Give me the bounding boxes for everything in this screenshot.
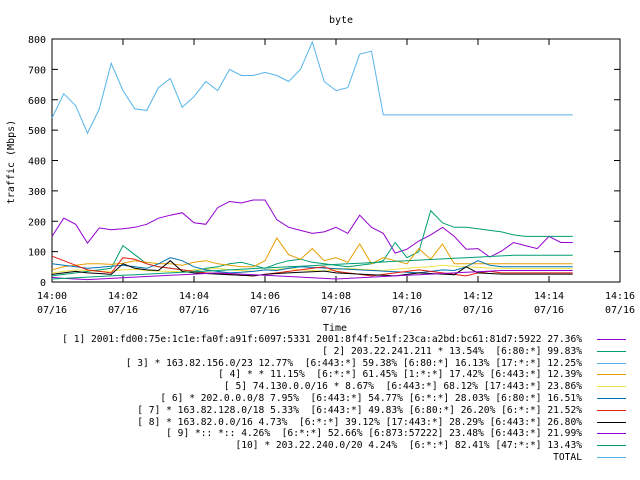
y-tick-label: 800 <box>28 35 46 46</box>
legend-label: [ 6] * 202.0.0.0/8 7.95% [6:443:*] 54.77… <box>160 393 582 404</box>
x-tick-time: 14:00 <box>37 291 67 302</box>
legend-item: TOTAL <box>0 452 640 463</box>
y-tick-label: 700 <box>28 65 46 76</box>
legend-swatch <box>597 421 626 423</box>
x-tick-time: 14:16 <box>605 291 635 302</box>
legend-label: [10] * 203.22.240.0/20 4.24% [6:*:*] 82.… <box>235 440 582 452</box>
series-line-8 <box>51 260 573 277</box>
series-line-2 <box>51 209 573 277</box>
y-axis: 0 100 200 300 400 500 600 700 800 <box>28 35 620 289</box>
x-tick-time: 14:02 <box>108 291 138 302</box>
x-tick-time: 14:14 <box>534 291 564 302</box>
legend-label: [ 5] 74.130.0.0/16 * 8.67% [6:443:*] 68.… <box>223 381 582 393</box>
y-tick-label: 200 <box>28 217 46 228</box>
legend-label: [ 8] * 163.82.0.0/16 4.73% [6:*:*] 39.12… <box>137 416 582 428</box>
legend-item: [ 8] * 163.82.0.0/16 4.73% [6:*:*] 39.12… <box>0 417 640 428</box>
legend-label: [ 1] 2001:fd00:75e:1c1e:fa0f:a91f:6097:5… <box>62 334 582 345</box>
legend-swatch <box>597 445 626 447</box>
legend-label: [ 4] * * 11.15% [6:*:*] 61.45% [1:*:*] 1… <box>218 369 582 381</box>
series-lines <box>51 40 573 281</box>
series-line-7 <box>51 255 573 277</box>
x-axis: 14:00 07/16 14:02 07/16 14:04 07/16 14:06 07/16… <box>37 39 635 316</box>
legend-label: [ 2] 203.22.241.211 * 13.54% [6:80:*] 99… <box>322 345 582 357</box>
legend-swatch <box>597 386 626 388</box>
legend-swatch <box>597 409 626 411</box>
y-tick-label: 500 <box>28 126 46 137</box>
x-tick-time: 14:04 <box>179 291 209 302</box>
x-tick-time: 14:10 <box>392 291 422 302</box>
legend-label: [ 9] *:: *:: 4.26% [6:*:*] 52.66% [6:873… <box>166 428 582 440</box>
x-tick-date: 07/16 <box>250 305 280 316</box>
chart-title: byte <box>329 15 353 26</box>
x-tick-date: 07/16 <box>321 305 351 316</box>
legend-swatch <box>597 362 626 364</box>
series-line-3 <box>51 40 573 135</box>
legend-swatch <box>597 457 626 458</box>
legend-swatch <box>597 433 626 435</box>
legend-swatch <box>597 339 626 340</box>
y-tick-label: 300 <box>28 187 46 198</box>
plot-frame <box>51 38 621 283</box>
series-line-1 <box>51 199 573 258</box>
x-tick-date: 07/16 <box>392 305 422 316</box>
x-tick-date: 07/16 <box>179 305 209 316</box>
legend-item: [ 7] * 163.82.128.0/18 5.33% [6:443:*] 4… <box>0 405 640 416</box>
legend-item: [ 2] 203.22.241.211 * 13.54% [6:80:*] 99… <box>0 346 640 357</box>
x-tick-date: 07/16 <box>463 305 493 316</box>
legend-swatch <box>597 398 626 399</box>
legend-item: [ 9] *:: *:: 4.26% [6:*:*] 52.66% [6:873… <box>0 428 640 439</box>
x-tick-date: 07/16 <box>108 305 138 316</box>
series-line-9 <box>51 270 573 281</box>
y-tick-label: 0 <box>40 278 46 289</box>
x-tick-time: 14:12 <box>463 291 493 302</box>
x-tick-date: 07/16 <box>37 305 67 316</box>
legend-label: TOTAL <box>553 452 582 463</box>
y-tick-label: 600 <box>28 96 46 107</box>
legend-item: [ 6] * 202.0.0.0/8 7.95% [6:443:*] 54.77… <box>0 393 640 404</box>
legend-swatch <box>597 350 626 352</box>
y-tick-label: 100 <box>28 248 46 259</box>
legend-label: [ 3] * 163.82.156.0/23 12.77% [6:443:*] … <box>125 357 582 369</box>
legend-item: [ 4] * * 11.15% [6:*:*] 61.45% [1:*:*] 1… <box>0 369 640 380</box>
series-line-10 <box>51 254 573 280</box>
x-axis-label: Time <box>323 323 347 334</box>
y-tick-label: 400 <box>28 157 46 168</box>
legend-label: [ 7] * 163.82.128.0/18 5.33% [6:443:*] 4… <box>137 404 582 416</box>
legend-swatch <box>597 374 626 376</box>
series-line-6 <box>51 257 573 274</box>
y-axis-label: traffic (Mbps) <box>6 120 17 204</box>
x-tick-date: 07/16 <box>605 305 635 316</box>
x-tick-time: 14:08 <box>321 291 351 302</box>
legend-item: [10] * 203.22.240.0/20 4.24% [6:*:*] 82.… <box>0 440 640 451</box>
legend-item: [ 5] 74.130.0.0/16 * 8.67% [6:443:*] 68.… <box>0 381 640 392</box>
x-tick-time: 14:06 <box>250 291 280 302</box>
legend-item: [ 3] * 163.82.156.0/23 12.77% [6:443:*] … <box>0 358 640 369</box>
x-tick-date: 07/16 <box>534 305 564 316</box>
series-line-5 <box>51 264 573 274</box>
legend-item: [ 1] 2001:fd00:75e:1c1e:fa0f:a91f:6097:5… <box>0 334 640 345</box>
